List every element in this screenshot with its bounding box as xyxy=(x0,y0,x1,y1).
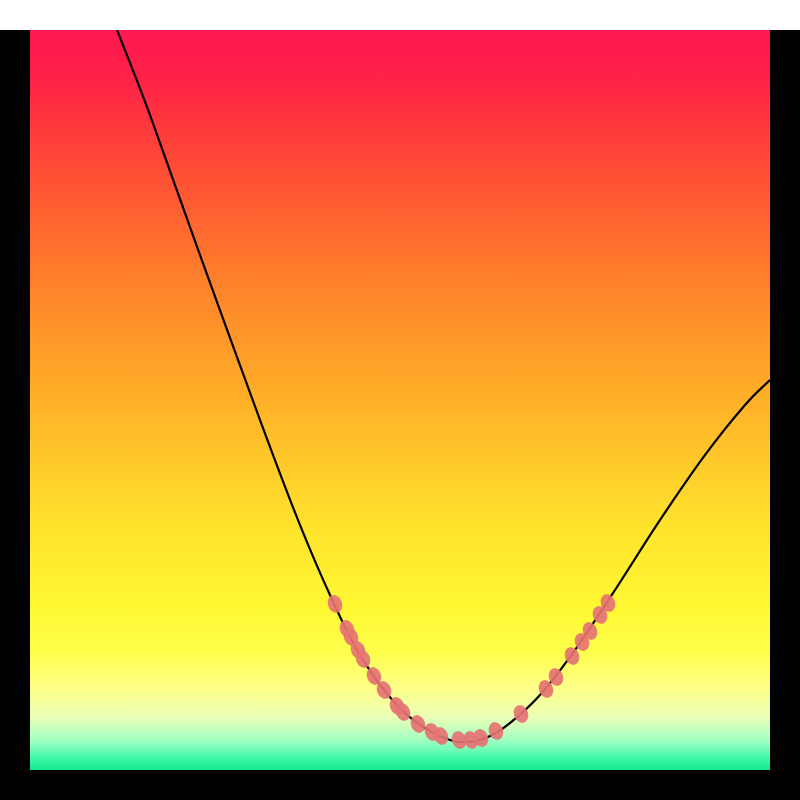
top-bar xyxy=(0,0,800,30)
chart-svg xyxy=(0,0,800,800)
chart-frame: TheBottleneck.com xyxy=(0,0,800,800)
plot-background xyxy=(30,30,770,770)
